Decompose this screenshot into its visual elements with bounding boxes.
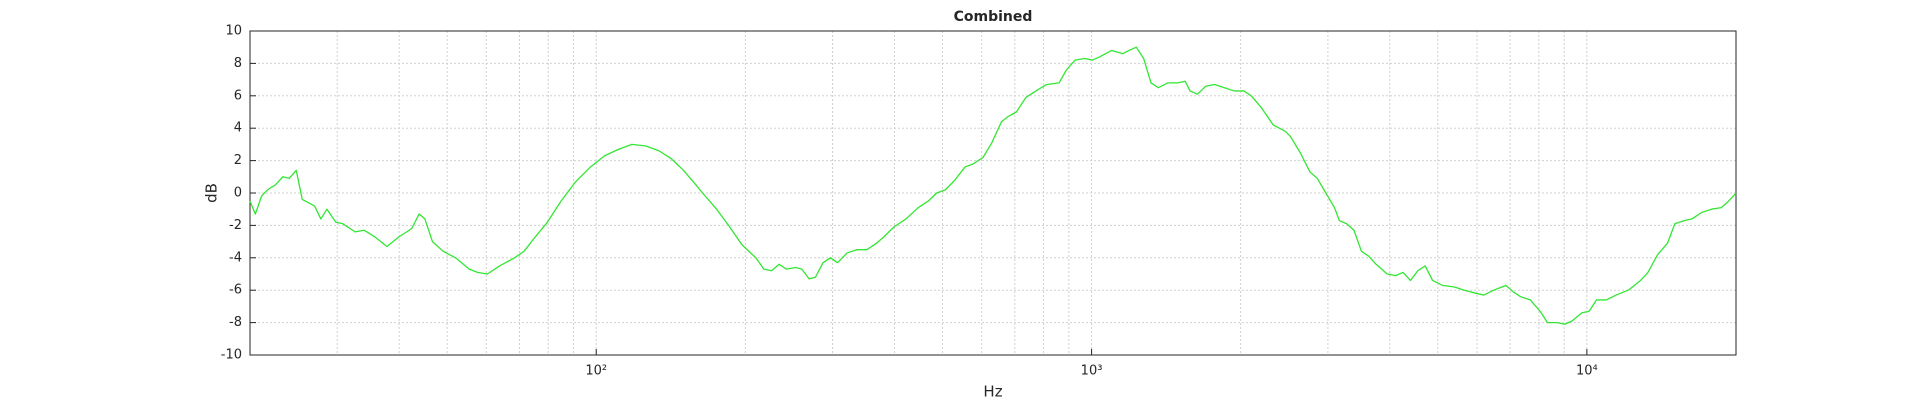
y-tick-label: -2 xyxy=(229,218,242,233)
x-tick-label: 10⁴ xyxy=(1576,364,1598,379)
y-tick-label: 6 xyxy=(234,88,242,103)
y-tick-label: 10 xyxy=(225,24,242,39)
y-tick-label: -4 xyxy=(229,250,242,265)
data-line xyxy=(249,46,1737,325)
y-tick-label: 8 xyxy=(234,56,242,71)
y-tick-label: -10 xyxy=(221,348,242,363)
y-tick-label: 2 xyxy=(234,153,242,168)
x-tick-label: 10² xyxy=(585,364,607,379)
y-axis-label: dB xyxy=(203,183,221,203)
x-tick-label: 10³ xyxy=(1081,364,1103,379)
y-tick-label: 4 xyxy=(234,121,242,136)
chart-title: Combined xyxy=(954,9,1033,25)
x-axis-label: Hz xyxy=(983,383,1002,400)
y-tick-label: -6 xyxy=(229,283,242,298)
y-tick-label: -8 xyxy=(229,315,242,330)
y-tick-label: 0 xyxy=(234,186,242,201)
